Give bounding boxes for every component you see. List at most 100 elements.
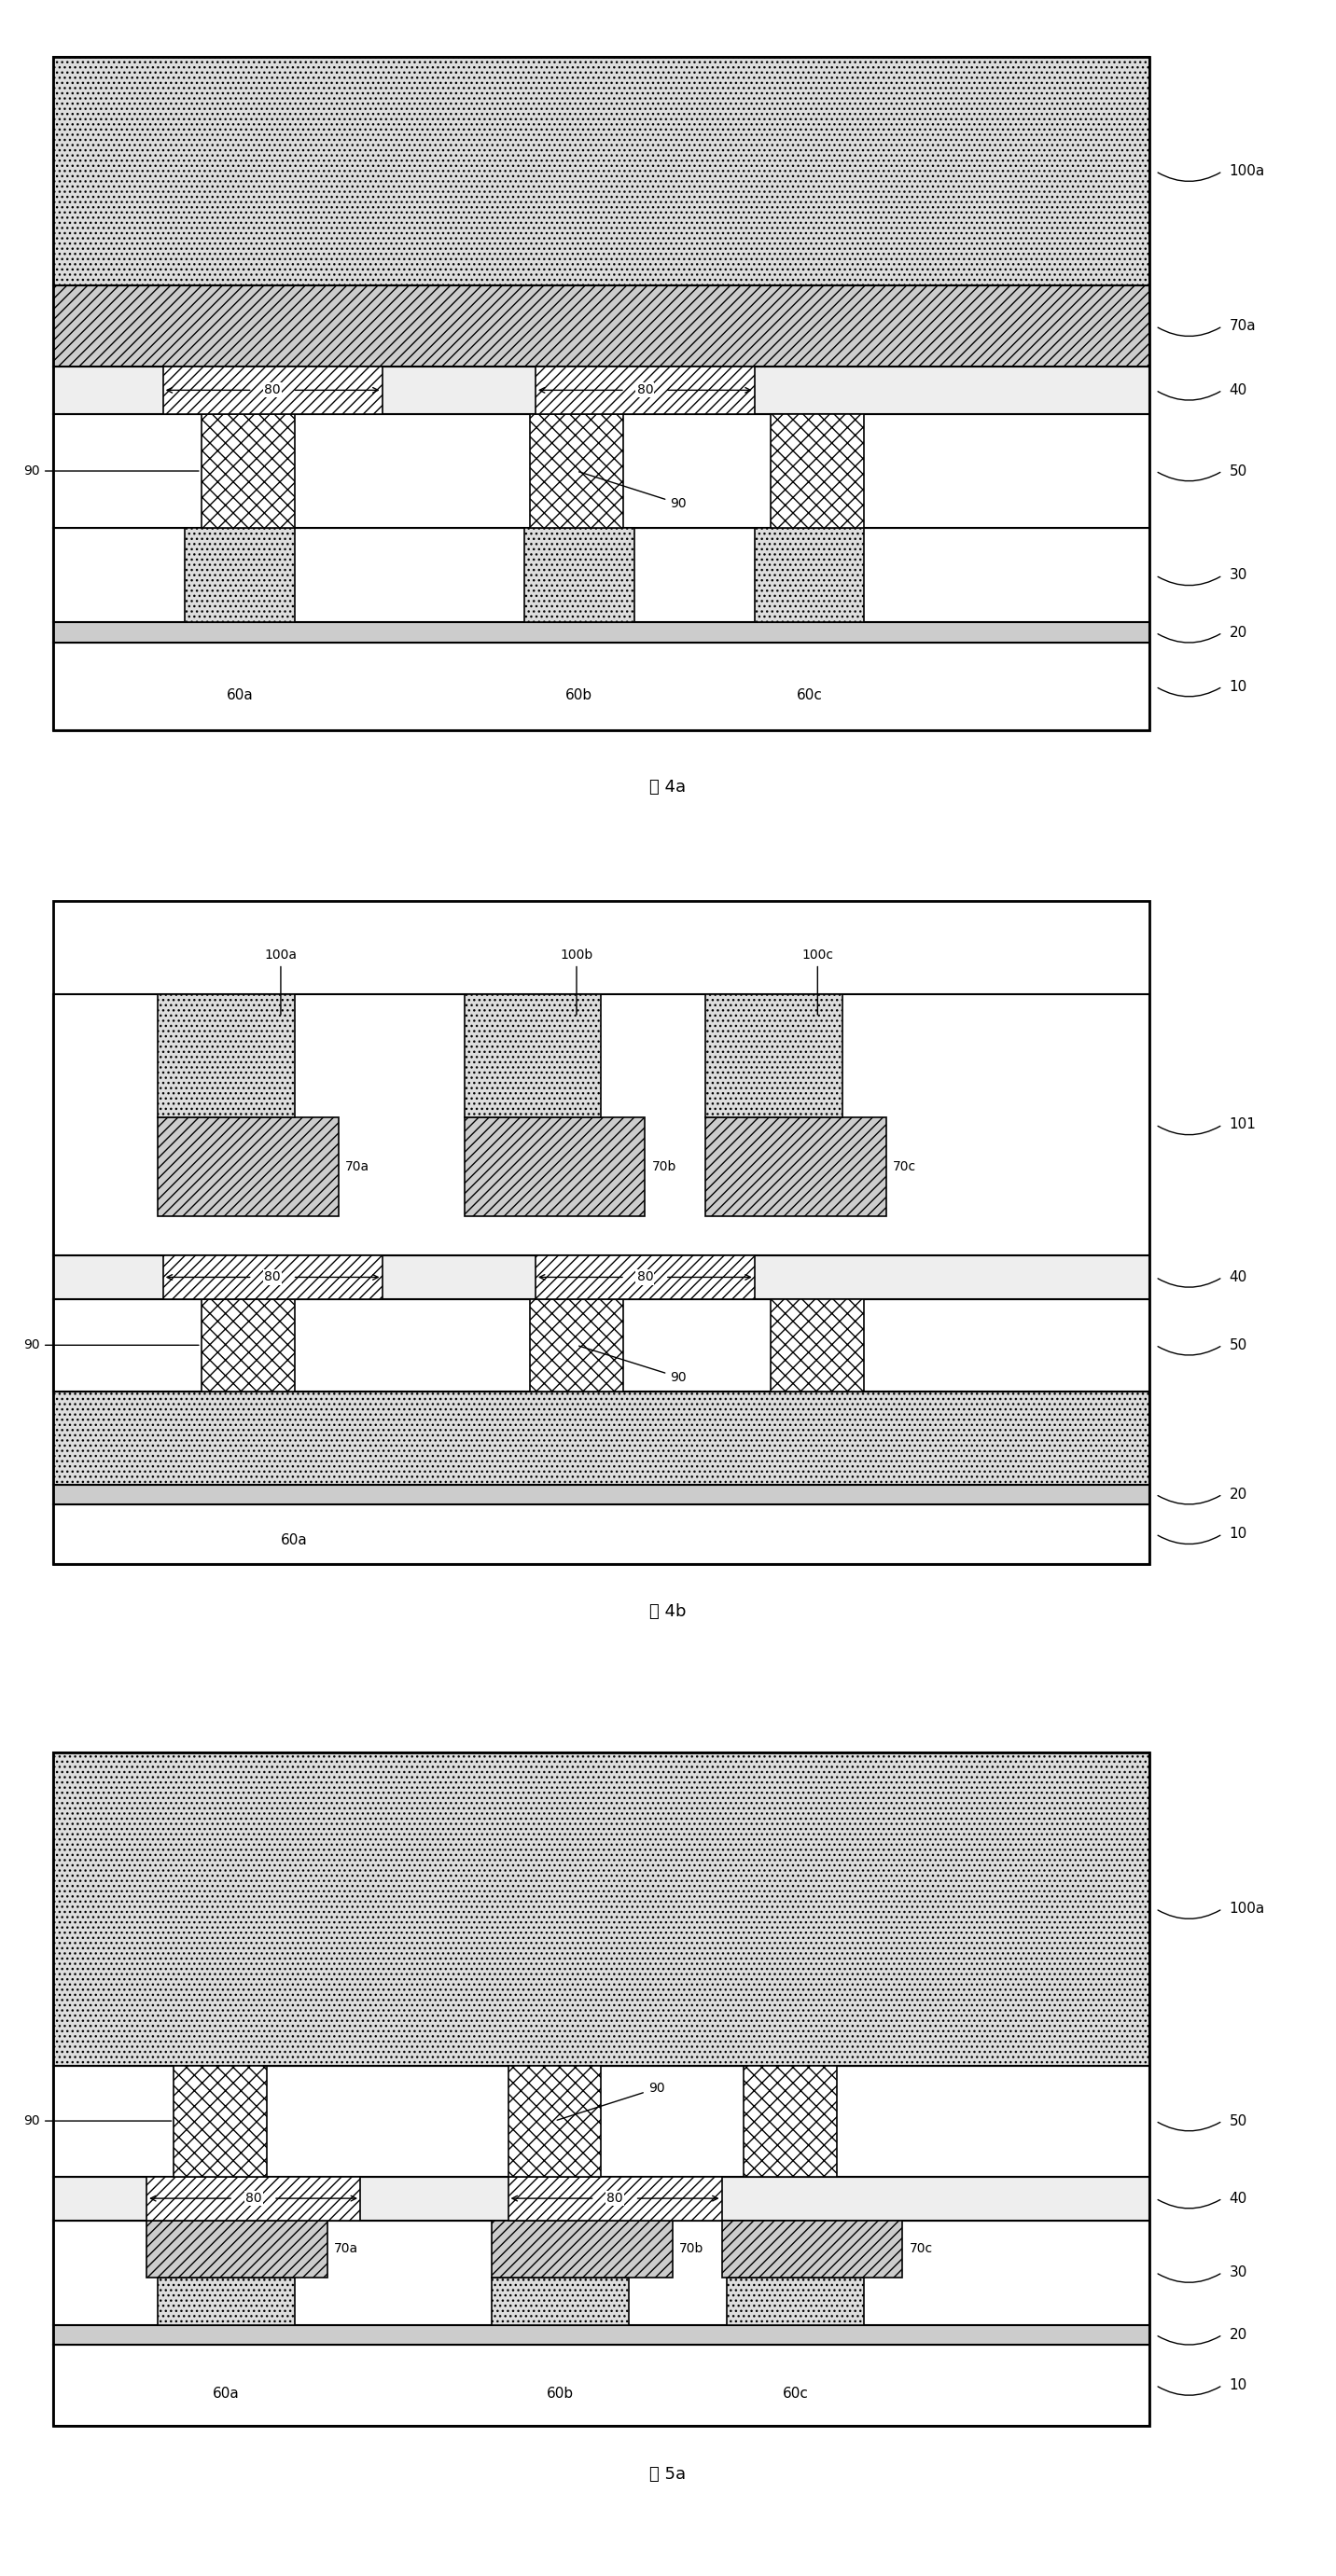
Text: 50: 50 [1229,464,1246,479]
Text: 70b: 70b [652,1159,676,1172]
Text: 10: 10 [1229,2378,1246,2393]
Bar [53,1298,1149,1391]
Text: 90: 90 [24,1340,199,1352]
Text: 90: 90 [557,2081,664,2120]
Text: 90: 90 [578,471,687,510]
Bar [721,2221,903,2277]
Text: 80: 80 [637,1270,653,1283]
Bar [53,623,1149,644]
Bar [755,528,864,623]
Text: 40: 40 [1229,2192,1246,2205]
Bar [536,1255,755,1298]
Bar [525,528,635,623]
Bar [508,2066,601,2177]
Bar [184,528,294,623]
Text: 70c: 70c [892,1159,916,1172]
Bar [53,644,1149,732]
Bar [508,2177,721,2221]
Bar [492,2277,628,2324]
Bar [53,1484,1149,1504]
Bar [465,994,601,1118]
Bar [771,415,864,528]
Bar [53,1752,1149,2427]
Text: 60c: 60c [796,688,823,703]
Bar [158,994,294,1118]
Text: 70a: 70a [334,2244,358,2257]
Text: 30: 30 [1229,569,1248,582]
Text: 90: 90 [24,2115,171,2128]
Text: 图 4b: 图 4b [649,1602,687,1620]
Text: 70c: 70c [908,2244,933,2257]
Bar [158,2277,294,2324]
Bar [53,57,1149,286]
Text: 100a: 100a [1229,1901,1265,1917]
Bar [53,1391,1149,1484]
Text: 101: 101 [1229,1118,1256,1131]
Text: 30: 30 [1229,2264,1248,2280]
Text: 90: 90 [24,464,199,477]
Text: 60a: 60a [226,688,253,703]
Text: 50: 50 [1229,1337,1246,1352]
Bar [53,57,1149,732]
Text: 40: 40 [1229,1270,1246,1285]
Bar [705,1118,886,1216]
Text: 90: 90 [578,1345,687,1383]
Bar [53,994,1149,1255]
Text: 60c: 60c [783,2385,808,2401]
Bar [174,2066,267,2177]
Text: 70a: 70a [345,1159,369,1172]
Bar [536,366,755,415]
Bar [147,2177,361,2221]
Bar [705,994,842,1118]
Bar [53,2177,1149,2221]
Bar [53,1255,1149,1298]
Bar [163,1255,382,1298]
Text: 10: 10 [1229,1528,1246,1540]
Text: 60b: 60b [546,2385,573,2401]
Bar [53,2221,1149,2324]
Bar [53,1504,1149,1564]
Bar [744,2066,836,2177]
Bar [53,2324,1149,2344]
Bar [53,528,1149,623]
Bar [158,1118,338,1216]
Bar [163,366,382,415]
Bar [530,1298,623,1391]
Text: 70a: 70a [1229,319,1256,332]
Text: 100b: 100b [560,948,593,1015]
Text: 10: 10 [1229,680,1246,693]
Text: 80: 80 [637,384,653,397]
Text: 60b: 60b [565,688,593,703]
Text: 图 4a: 图 4a [649,778,687,796]
Text: 50: 50 [1229,2115,1246,2128]
Text: 60a: 60a [281,1533,307,1548]
Bar [202,1298,294,1391]
Text: 80: 80 [607,2192,623,2205]
Text: 40: 40 [1229,384,1246,397]
Bar [202,415,294,528]
Bar [53,2066,1149,2177]
Bar [53,415,1149,528]
Bar [727,2277,864,2324]
Text: 100c: 100c [802,948,834,1015]
Text: 20: 20 [1229,626,1246,639]
Bar [530,415,623,528]
Bar [53,366,1149,415]
Text: 70b: 70b [679,2244,704,2257]
Bar [53,2344,1149,2427]
Bar [53,1752,1149,2066]
Text: 20: 20 [1229,1486,1246,1502]
Bar [53,286,1149,366]
Text: 80: 80 [265,1270,281,1283]
Text: 80: 80 [265,384,281,397]
Bar [147,2221,327,2277]
Text: 图 5a: 图 5a [649,2465,687,2483]
Text: 80: 80 [244,2192,262,2205]
Text: 60a: 60a [212,2385,239,2401]
Bar [465,1118,645,1216]
Bar [53,902,1149,1564]
Bar [492,2221,672,2277]
Text: 100a: 100a [1229,165,1265,178]
Text: 20: 20 [1229,2329,1246,2342]
Bar [771,1298,864,1391]
